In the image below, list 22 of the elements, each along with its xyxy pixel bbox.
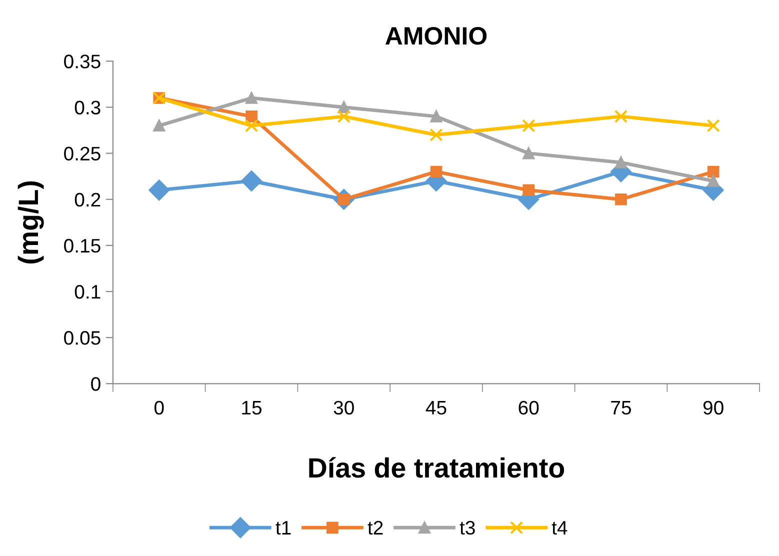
y-tick-label: 0.05	[64, 331, 100, 345]
legend-label: t1	[276, 521, 291, 535]
x-axis-title: Días de tratamiento	[309, 457, 564, 478]
x-tick-label: 60	[518, 400, 539, 415]
y-tick-label: 0.25	[64, 146, 100, 161]
y-tick-label: 0.15	[64, 238, 100, 253]
legend-label: t4	[552, 521, 568, 535]
y-tick-label: 0.2	[74, 192, 100, 207]
legend-label: t2	[368, 520, 383, 535]
legend-label: t3	[460, 520, 475, 535]
x-tick-label: 45	[426, 401, 446, 415]
x-tick-label: 0	[154, 400, 164, 415]
x-tick-label: 75	[611, 401, 631, 415]
y-tick-label: 0.35	[64, 54, 100, 68]
chart-title: AMONIO	[385, 27, 487, 45]
y-tick-label: 0.1	[74, 284, 100, 299]
x-tick-label: 90	[703, 400, 724, 415]
y-axis-title: (mg/L)	[18, 181, 44, 264]
x-tick-label: 15	[242, 401, 262, 415]
y-tick-label: 0.3	[74, 100, 100, 114]
x-tick-label: 30	[334, 400, 354, 415]
y-tick-label: 0	[91, 377, 100, 391]
